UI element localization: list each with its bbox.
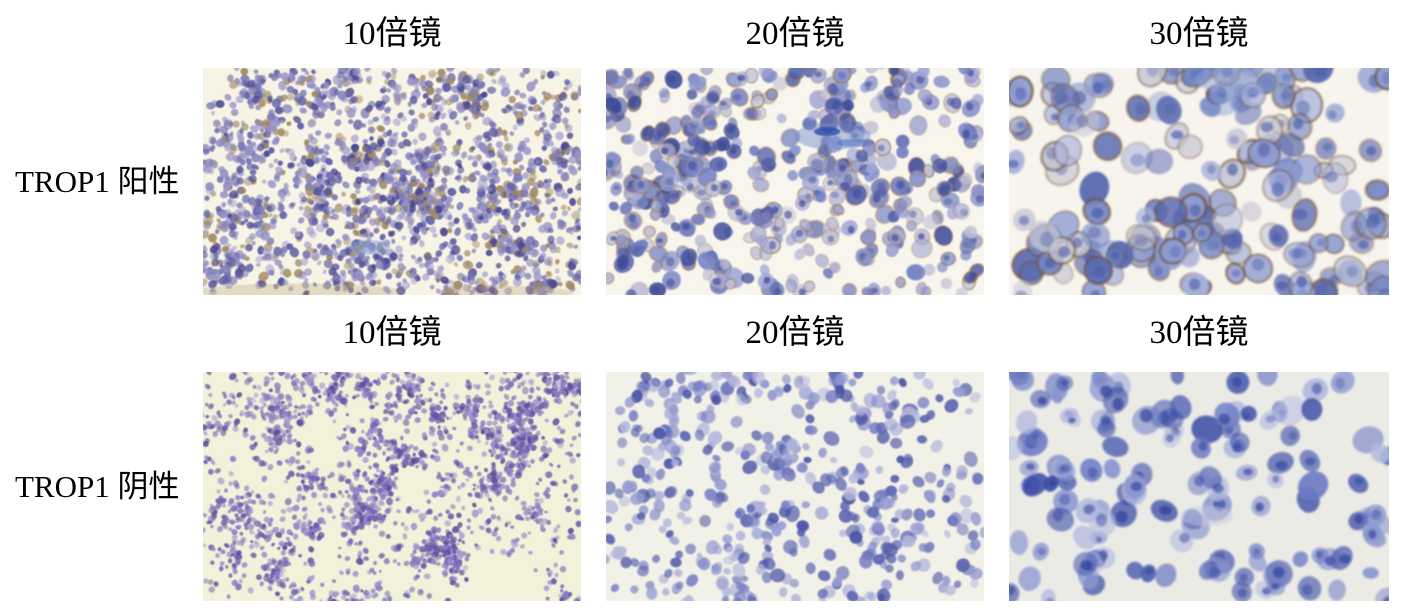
micrograph-trop1-negative-10x — [203, 372, 581, 601]
magnification-header-positive-30x: 30倍镜 — [1149, 15, 1249, 52]
magnification-header-positive-20x: 20倍镜 — [745, 15, 845, 52]
micrograph-trop1-positive-20x — [606, 68, 984, 295]
magnification-header-positive-10x: 10倍镜 — [342, 15, 442, 52]
row-label-trop1-negative: TROP1 阴性 — [15, 469, 180, 504]
magnification-header-negative-20x: 20倍镜 — [745, 315, 845, 351]
magnification-header-negative-30x: 30倍镜 — [1149, 315, 1249, 351]
micrograph-trop1-negative-20x — [606, 372, 984, 601]
micrograph-image-negative-10x — [203, 372, 581, 601]
micrograph-trop1-positive-30x — [1009, 68, 1389, 295]
micrograph-trop1-negative-30x — [1009, 372, 1389, 601]
micrograph-image-positive-30x — [1009, 68, 1389, 295]
micrograph-image-positive-20x — [606, 68, 984, 295]
micrograph-image-negative-20x — [606, 372, 984, 601]
micrograph-trop1-positive-10x — [203, 68, 581, 295]
header-spacer-row2 — [0, 295, 178, 372]
micrograph-image-positive-10x — [203, 68, 581, 295]
header-spacer-row1 — [0, 0, 178, 68]
micrograph-image-negative-30x — [1009, 372, 1389, 601]
magnification-header-negative-10x: 10倍镜 — [342, 315, 442, 351]
row-label-trop1-positive: TROP1 阳性 — [15, 164, 180, 199]
figure-grid: 10倍镜 20倍镜 30倍镜 TROP1 阳性 10倍镜 20倍镜 30倍镜 T… — [0, 0, 1389, 601]
